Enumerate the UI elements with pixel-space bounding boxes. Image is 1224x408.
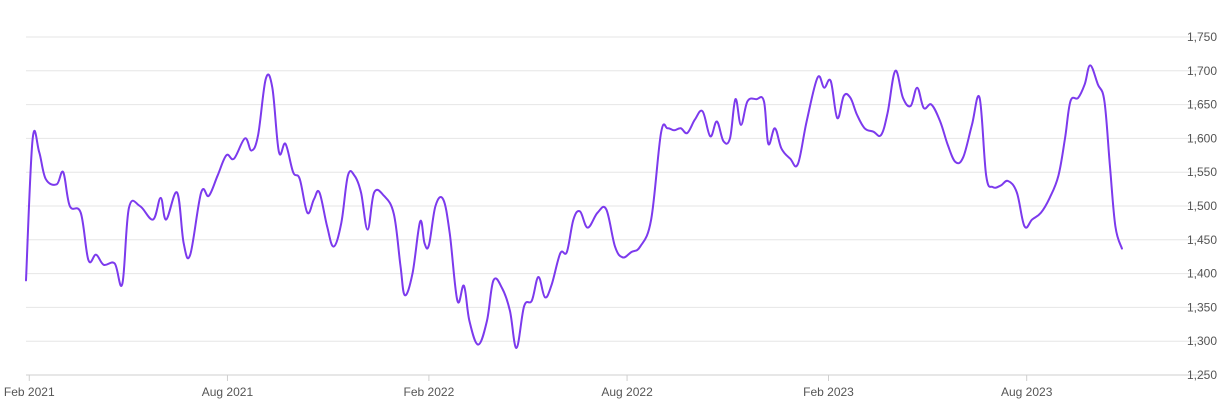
series-layer <box>25 64 1123 349</box>
y-tick-label: 1,750 <box>1187 30 1217 44</box>
y-tick-label: 1,550 <box>1187 165 1217 179</box>
y-axis-tick-labels: 1,250 1,300 1,350 1,400 1,450 1,500 1,550 1,600… <box>1187 30 1217 382</box>
x-tick-label: Aug 2021 <box>202 385 254 399</box>
series-line <box>25 64 1123 349</box>
y-tick-label: 1,450 <box>1187 233 1217 247</box>
y-tick-label: 1,500 <box>1187 199 1217 213</box>
x-axis-tick-labels: Feb 2021 Aug 2021 Feb 2022 Aug 2022 Feb 2023… <box>4 375 1053 399</box>
y-tick-label: 1,600 <box>1187 131 1217 145</box>
x-tick-label: Aug 2023 <box>1001 385 1053 399</box>
y-tick-label: 1,650 <box>1187 98 1217 112</box>
y-tick-label: 1,700 <box>1187 64 1217 78</box>
y-tick-label: 1,400 <box>1187 267 1217 281</box>
x-tick-label: Feb 2023 <box>803 385 854 399</box>
x-tick-label: Feb 2021 <box>4 385 55 399</box>
x-tick-label: Aug 2022 <box>601 385 653 399</box>
gridlines <box>26 36 1206 342</box>
y-tick-label: 1,300 <box>1187 334 1217 348</box>
y-tick-label: 1,350 <box>1187 300 1217 314</box>
x-tick-label: Feb 2022 <box>404 385 455 399</box>
y-tick-label: 1,250 <box>1187 368 1217 382</box>
